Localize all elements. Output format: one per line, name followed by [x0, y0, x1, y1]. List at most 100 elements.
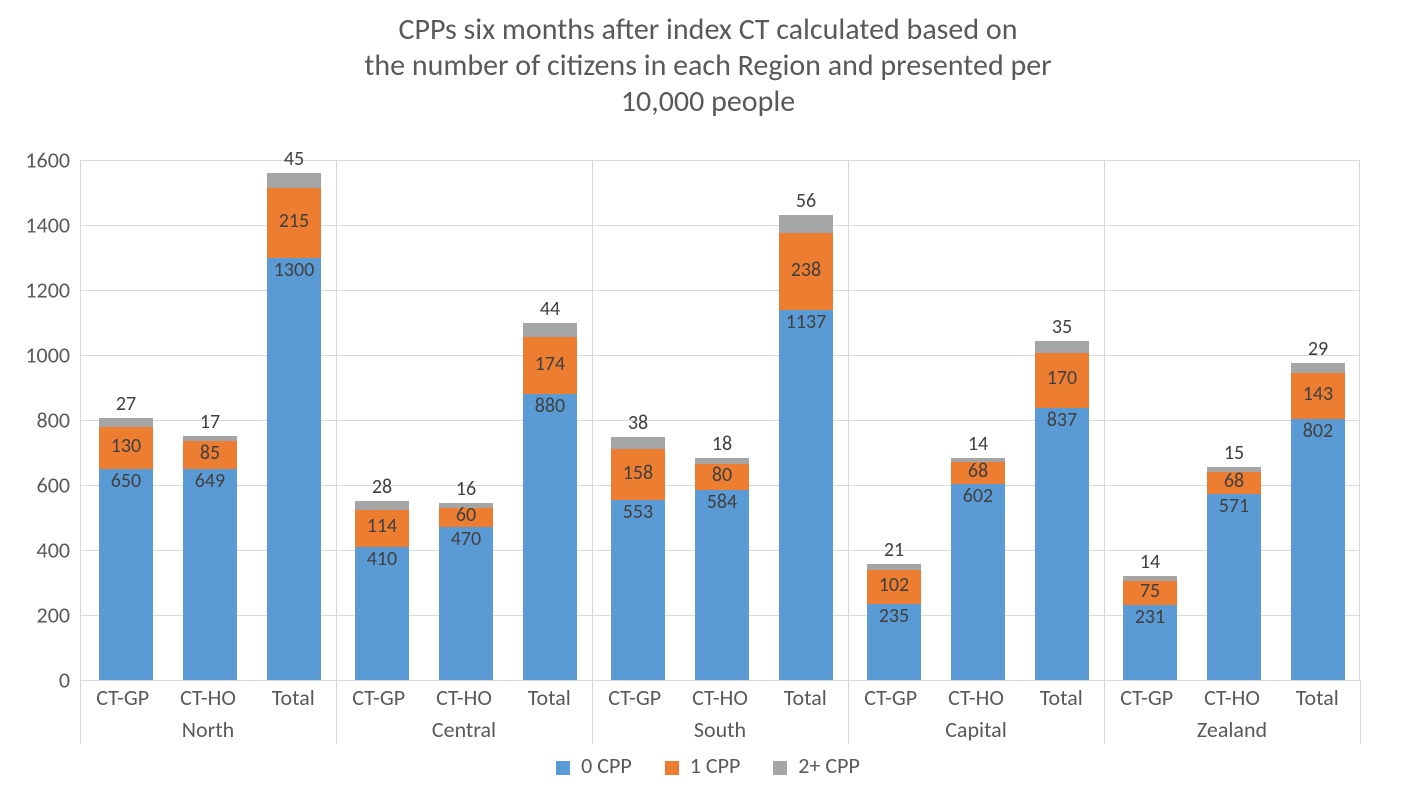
bar-segment [611, 437, 665, 449]
title-line-2: the number of citizens in each Region an… [364, 47, 1051, 84]
x-category-label: Total [507, 684, 592, 711]
data-label: 238 [779, 258, 833, 282]
x-category-label: CT-HO [933, 684, 1018, 711]
data-label: 649 [183, 469, 237, 493]
data-label: 14 [1123, 550, 1177, 574]
data-label: 650 [99, 469, 153, 493]
bar-segment [1035, 408, 1089, 680]
x-region-label: South [592, 716, 848, 743]
data-label: 17 [183, 410, 237, 434]
bar-segment [1035, 341, 1089, 352]
region-group: 23510221602681483717035 [848, 160, 1104, 680]
x-category-label: CT-HO [421, 684, 506, 711]
data-label: 584 [695, 490, 749, 514]
title-line-1: CPPs six months after index CT calculate… [399, 11, 1018, 48]
x-category-label: CT-HO [1189, 684, 1274, 711]
bar-segment [183, 469, 237, 680]
legend-item-1-cpp: 1 CPP [665, 752, 741, 779]
x-region-label: Central [336, 716, 592, 743]
bar-segment [867, 564, 921, 571]
bar-segment [267, 173, 321, 188]
data-label: 231 [1123, 605, 1177, 629]
x-category-label: CT-GP [336, 684, 421, 711]
bar-segment [523, 394, 577, 680]
data-label: 35 [1035, 315, 1089, 339]
data-label: 215 [267, 209, 321, 233]
legend-swatch-2plus-cpp [773, 761, 787, 775]
legend-label-2plus-cpp: 2+ CPP [798, 752, 860, 779]
bar-segment [1291, 419, 1345, 680]
x-region-label: Capital [848, 716, 1104, 743]
legend-label-1-cpp: 1 CPP [690, 752, 741, 779]
y-tick-label: 1600 [20, 147, 70, 174]
y-tick-label: 400 [20, 537, 70, 564]
data-label: 29 [1291, 337, 1345, 361]
region-group: 2317514571681580214329 [1104, 160, 1360, 680]
data-label: 21 [867, 538, 921, 562]
bar-segment [267, 258, 321, 681]
data-label: 45 [267, 147, 321, 171]
data-label: 15 [1207, 441, 1261, 465]
title-line-3: 10,000 people [621, 83, 795, 120]
bar-segment [1291, 363, 1345, 372]
chart-container: CPPs six months after index CT calculate… [0, 0, 1416, 796]
legend-swatch-1-cpp [665, 761, 679, 775]
x-separator [848, 680, 849, 744]
y-tick-label: 800 [20, 407, 70, 434]
x-axis-region-labels: NorthCentralSouthCapitalZealand [80, 716, 1360, 746]
data-label: 158 [611, 461, 665, 485]
data-label: 60 [439, 503, 493, 527]
bar-segment [779, 215, 833, 233]
data-label: 18 [695, 432, 749, 456]
x-separator [336, 680, 337, 744]
legend: 0 CPP 1 CPP 2+ CPP [0, 752, 1416, 779]
data-label: 80 [695, 463, 749, 487]
data-label: 235 [867, 604, 921, 628]
bar-segment [99, 469, 153, 680]
bar-segment [951, 484, 1005, 680]
plot-area: 0200400600800100012001400160065013027649… [80, 160, 1360, 681]
data-label: 553 [611, 500, 665, 524]
data-label: 56 [779, 189, 833, 213]
region-group: 41011428470601688017444 [336, 160, 592, 680]
legend-swatch-0-cpp [556, 761, 570, 775]
x-category-label: CT-GP [80, 684, 165, 711]
data-label: 802 [1291, 419, 1345, 443]
region-group: 553158385848018113723856 [592, 160, 848, 680]
data-label: 28 [355, 475, 409, 499]
data-label: 602 [951, 484, 1005, 508]
y-tick-label: 0 [20, 667, 70, 694]
data-label: 14 [951, 432, 1005, 456]
x-category-label: CT-GP [848, 684, 933, 711]
y-tick-label: 1000 [20, 342, 70, 369]
data-label: 27 [99, 392, 153, 416]
data-label: 16 [439, 477, 493, 501]
bar-segment [779, 310, 833, 680]
x-separator [1104, 680, 1105, 744]
x-axis-category-labels: CT-GPCT-HOTotalCT-GPCT-HOTotalCT-GPCT-HO… [80, 684, 1360, 714]
data-label: 68 [1207, 469, 1261, 493]
data-label: 44 [523, 297, 577, 321]
data-label: 410 [355, 547, 409, 571]
region-group: 650130276498517130021545 [80, 160, 336, 680]
x-category-label: Total [1275, 684, 1360, 711]
legend-label-0-cpp: 0 CPP [581, 752, 632, 779]
x-category-label: CT-HO [165, 684, 250, 711]
x-category-label: CT-GP [1104, 684, 1189, 711]
data-label: 1137 [779, 310, 833, 334]
x-category-label: Total [763, 684, 848, 711]
y-tick-label: 600 [20, 472, 70, 499]
y-tick-label: 1200 [20, 277, 70, 304]
data-label: 470 [439, 527, 493, 551]
chart-title: CPPs six months after index CT calculate… [0, 0, 1416, 120]
bar-segment [611, 500, 665, 680]
data-label: 68 [951, 459, 1005, 483]
y-tick-label: 200 [20, 602, 70, 629]
legend-item-0-cpp: 0 CPP [556, 752, 632, 779]
data-label: 85 [183, 441, 237, 465]
data-label: 571 [1207, 494, 1261, 518]
bar-segment [523, 323, 577, 337]
data-label: 174 [523, 352, 577, 376]
data-label: 102 [867, 573, 921, 597]
x-separator [80, 680, 81, 744]
